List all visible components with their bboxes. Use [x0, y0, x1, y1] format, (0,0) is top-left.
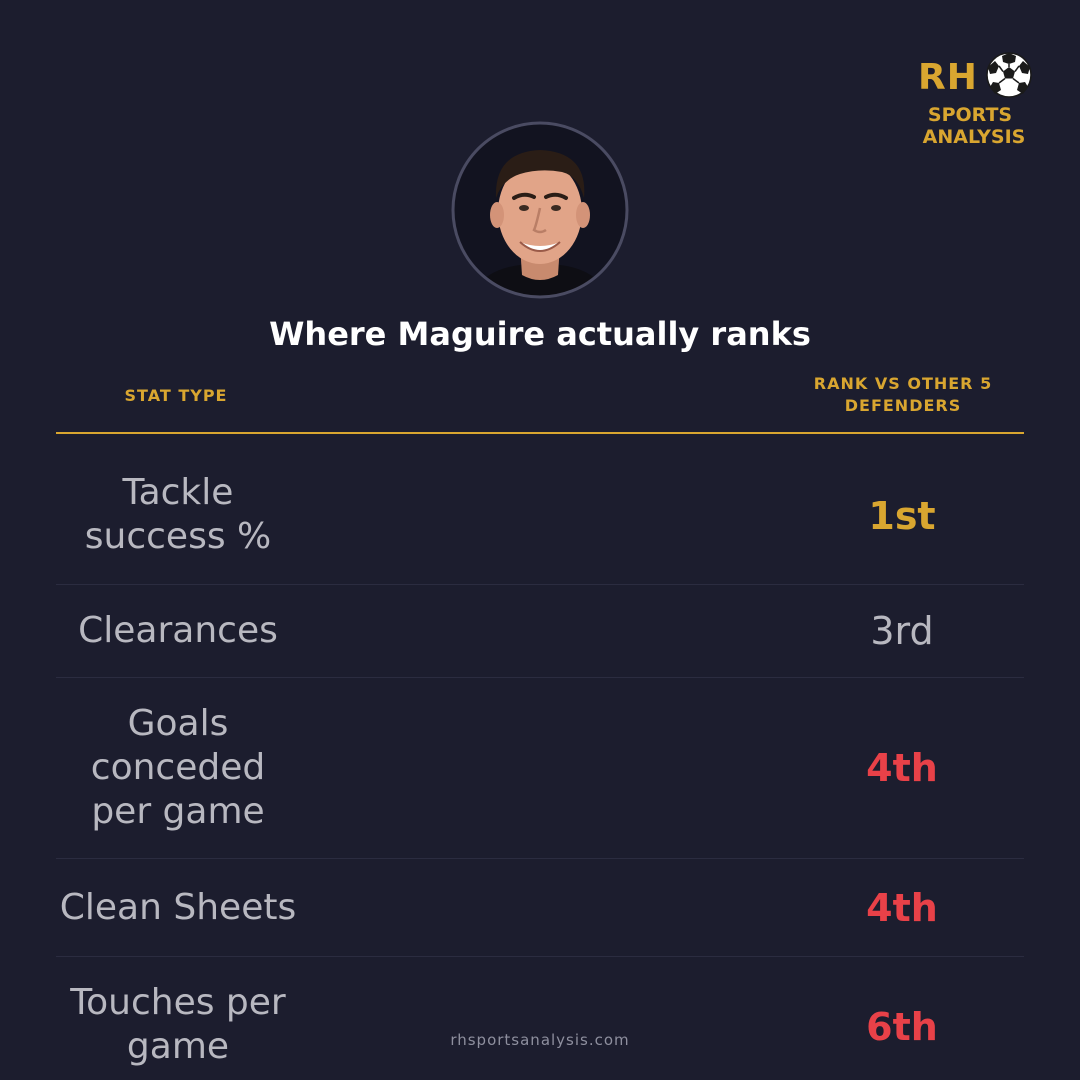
table-row: Clean Sheets 4th [56, 859, 1024, 957]
stat-label: Touches per game [70, 982, 286, 1067]
table-row: Tackle success % 1st [56, 434, 1024, 585]
stat-label: Clean Sheets [59, 887, 297, 928]
rank-value: 4th [866, 746, 938, 790]
table-row: Goals conceded per game 4th [56, 678, 1024, 859]
stat-label: Goals conceded per game [90, 703, 266, 832]
rank-value: 4th [866, 886, 938, 930]
website-url: rhsportsanalysis.com [450, 1031, 630, 1049]
stat-label: Tackle success % [84, 472, 272, 557]
stat-label: Clearances [78, 610, 278, 651]
header-divider [56, 432, 1024, 434]
header-stat-type: STAT TYPE [124, 386, 228, 405]
player-avatar [451, 121, 629, 299]
rank-value: 6th [866, 1005, 938, 1049]
logo-sports-text: SPORTS [927, 104, 1013, 126]
page-title: Where Maguire actually ranks [269, 315, 811, 353]
rank-value: 1st [868, 494, 936, 538]
rh-sports-analysis-logo: RH SPORTS ANALYSIS [916, 52, 1036, 152]
rank-value: 3rd [870, 609, 934, 653]
header-rank: RANK VS OTHER 5 DEFENDERS [813, 374, 993, 415]
football-icon [986, 52, 1032, 98]
table-row: Clearances 3rd [56, 585, 1024, 678]
logo-mark: RH [918, 57, 978, 98]
logo-analysis-text: ANALYSIS [922, 126, 1026, 148]
table-row: Touches per game 6th [56, 957, 1024, 1080]
